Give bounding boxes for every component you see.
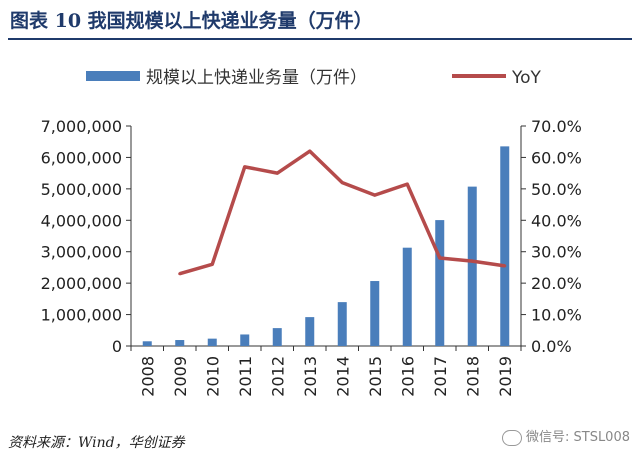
yoy-point [210,262,214,266]
x-tick-label: 2015 [366,356,385,397]
bar [370,281,380,346]
legend-label-bar: 规模以上快递业务量（万件） [146,68,367,88]
yoy-point [275,171,279,175]
y-right-tick-label: 0.0% [531,337,572,356]
source-note: 资料来源：Wind，华创证券 [8,435,185,451]
bar [305,317,315,346]
x-tick-label: 2009 [171,356,190,397]
bar [207,338,217,346]
x-tick-label: 2017 [431,356,450,397]
x-tick-label: 2019 [496,356,515,397]
y-right-tick-label: 60.0% [531,148,582,167]
yoy-point [503,264,507,268]
y-left-tick-label: 5,000,000 [41,180,122,199]
x-tick-label: 2010 [203,356,222,397]
x-tick-label: 2016 [398,356,417,397]
y-left-tick-label: 6,000,000 [41,148,122,167]
watermark-text: 微信号: STSL008 [525,430,630,445]
x-tick-label: 2014 [333,356,352,397]
x-tick-label: 2013 [301,356,320,397]
yoy-point [178,272,182,276]
chart-title: 图表 10 我国规模以上快递业务量（万件） [10,10,373,32]
bar [240,334,250,346]
bar [337,302,347,346]
watermark: 微信号: STSL008 [501,426,630,446]
bar [272,328,282,346]
bar [175,340,185,346]
bar [500,146,510,346]
y-left-tick-label: 3,000,000 [41,243,122,262]
title-row: 图表 10 我国规模以上快递业务量（万件） [8,0,632,42]
yoy-point [308,149,312,153]
yoy-point [340,181,344,185]
yoy-point [243,165,247,169]
y-left-tick-label: 4,000,000 [41,211,122,230]
yoy-point [405,182,409,186]
y-left-tick-label: 2,000,000 [41,274,122,293]
x-tick-label: 2012 [268,356,287,397]
y-right-tick-label: 10.0% [531,306,582,325]
legend-swatch-bar [86,71,140,81]
y-right-tick-label: 20.0% [531,274,582,293]
bar [467,186,477,346]
yoy-point [373,193,377,197]
x-tick-label: 2018 [463,356,482,397]
y-left-tick-label: 7,000,000 [41,117,122,136]
wechat-icon [501,429,522,446]
legend-label-line: YoY [511,68,542,88]
chart-area: 0 1,000,000 2,000,000 3,000,000 4,000,000 5,0… [41,68,582,397]
y-left-tick-label: 0 [112,337,122,356]
y-right-tick-label: 40.0% [531,211,582,230]
yoy-point [438,256,442,260]
x-tick-label: 2011 [236,356,255,397]
yoy-line [179,149,506,276]
yoy-point [470,259,474,263]
x-tick-label: 2008 [138,356,157,397]
y-right-tick-label: 70.0% [531,117,582,136]
title-divider [8,38,632,40]
bar [435,220,445,346]
y-right-tick-label: 30.0% [531,243,582,262]
y-left-tick-label: 1,000,000 [41,306,122,325]
bar [142,341,152,346]
bar [402,247,412,346]
y-right-tick-label: 50.0% [531,180,582,199]
